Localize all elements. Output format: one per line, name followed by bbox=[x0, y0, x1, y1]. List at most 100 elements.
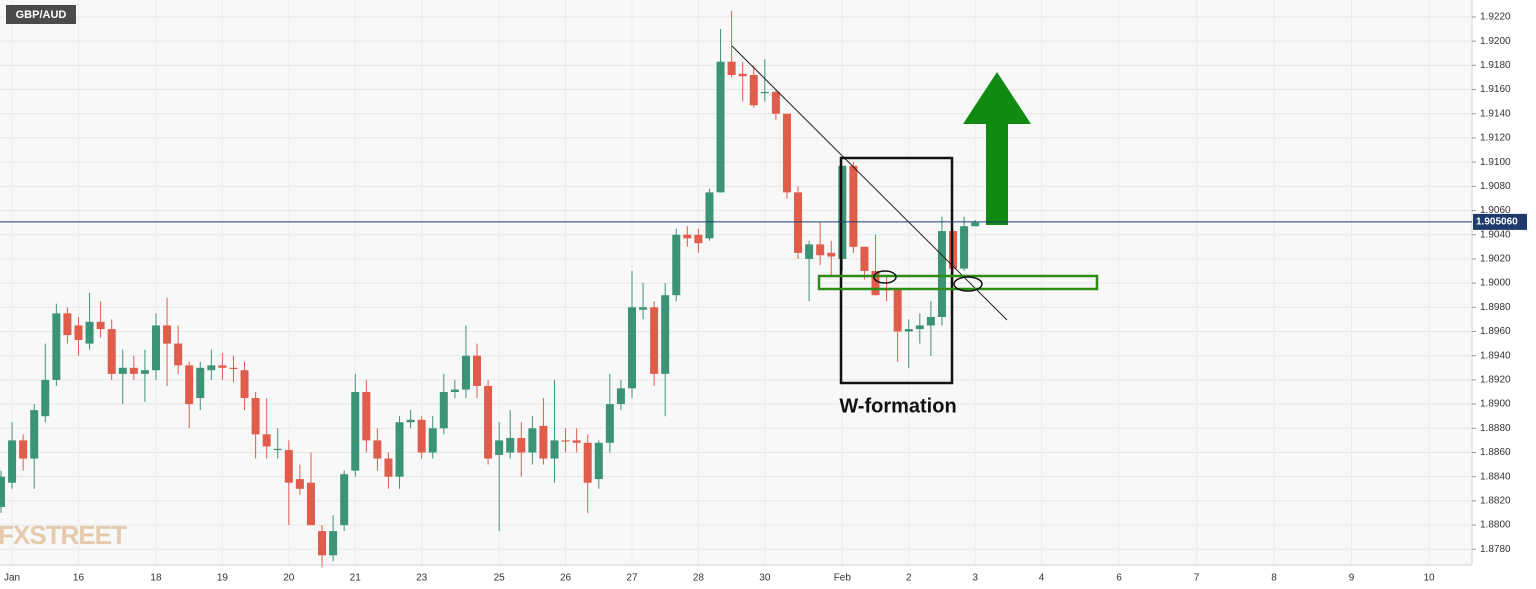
candle-body bbox=[528, 428, 537, 453]
candle-body bbox=[782, 113, 791, 193]
candle-body bbox=[151, 325, 160, 371]
candle-body bbox=[572, 440, 581, 443]
y-tick-label: 1.8880 bbox=[1480, 423, 1511, 434]
ellipse-marker bbox=[873, 270, 897, 284]
candle-body bbox=[207, 365, 216, 371]
x-tick-label: 4 bbox=[1039, 573, 1045, 584]
candle-body bbox=[284, 450, 293, 483]
candle-body bbox=[329, 531, 338, 556]
y-tick-label: 1.8820 bbox=[1480, 496, 1511, 507]
x-tick-label: 28 bbox=[693, 573, 705, 584]
candle-body bbox=[140, 370, 149, 374]
candle-body bbox=[827, 252, 836, 257]
w-box bbox=[839, 156, 954, 385]
candle-body bbox=[240, 370, 249, 399]
candle-body bbox=[816, 244, 825, 256]
candle-body bbox=[251, 398, 260, 435]
y-tick-label: 1.9160 bbox=[1480, 84, 1511, 95]
candle-body bbox=[484, 385, 493, 459]
y-tick-label: 1.8920 bbox=[1480, 375, 1511, 386]
candle-body bbox=[306, 482, 315, 526]
y-tick-label: 1.8800 bbox=[1480, 520, 1511, 531]
candle-body bbox=[639, 307, 648, 310]
candle-body bbox=[904, 329, 913, 332]
candle-body bbox=[517, 437, 526, 453]
candle-body bbox=[805, 244, 814, 259]
x-tick-label: 3 bbox=[972, 573, 978, 584]
candle-body bbox=[937, 231, 946, 317]
candle-body bbox=[506, 437, 515, 453]
candle-body bbox=[52, 313, 61, 380]
x-tick-label: 20 bbox=[283, 573, 295, 584]
ellipse-marker bbox=[953, 276, 983, 292]
candle-body bbox=[373, 440, 382, 459]
y-tick-label: 1.9040 bbox=[1480, 229, 1511, 240]
y-tick-label: 1.9020 bbox=[1480, 254, 1511, 265]
candle-body bbox=[41, 379, 50, 417]
candle-body bbox=[8, 440, 17, 483]
x-tick-label: 19 bbox=[217, 573, 229, 584]
candle-body bbox=[616, 388, 625, 405]
axis-background bbox=[1472, 0, 1536, 589]
candle-body bbox=[550, 440, 559, 459]
y-tick-label: 1.8840 bbox=[1480, 471, 1511, 482]
candle-body bbox=[539, 425, 548, 459]
candle-body bbox=[262, 434, 271, 447]
candle-body bbox=[362, 391, 371, 441]
candles bbox=[0, 10, 980, 568]
y-tick-label: 1.9200 bbox=[1480, 36, 1511, 47]
candle-body bbox=[384, 458, 393, 477]
x-tick-label: 25 bbox=[494, 573, 506, 584]
candle-body bbox=[672, 234, 681, 296]
candle-body bbox=[583, 442, 592, 483]
x-tick-label: 7 bbox=[1194, 573, 1200, 584]
x-tick-label: 6 bbox=[1116, 573, 1122, 584]
candle-body bbox=[417, 419, 426, 453]
trend-line bbox=[731, 45, 1008, 321]
drawings bbox=[731, 45, 1099, 385]
watermark: FXSTREET bbox=[0, 520, 127, 550]
candle-body bbox=[174, 343, 183, 366]
candle-body bbox=[96, 321, 105, 330]
candle-body bbox=[495, 440, 504, 455]
candle-body bbox=[118, 367, 127, 374]
price-label: 1.905060 bbox=[1476, 217, 1518, 228]
x-tick-label: 23 bbox=[416, 573, 428, 584]
candle-body bbox=[461, 355, 470, 390]
y-tick-label: 1.9000 bbox=[1480, 278, 1511, 289]
candle-body bbox=[694, 234, 703, 244]
y-tick-label: 1.8940 bbox=[1480, 350, 1511, 361]
plot-background bbox=[0, 0, 1472, 565]
candle-body bbox=[926, 316, 935, 326]
candle-body bbox=[428, 428, 437, 453]
candle-body bbox=[450, 389, 459, 392]
candle-body bbox=[627, 307, 636, 389]
y-tick-label: 1.8900 bbox=[1480, 399, 1511, 410]
candle-body bbox=[893, 289, 902, 332]
x-tick-label: 8 bbox=[1271, 573, 1277, 584]
candle-body bbox=[683, 234, 692, 239]
y-tick-label: 1.9060 bbox=[1480, 205, 1511, 216]
y-tick-label: 1.9220 bbox=[1480, 12, 1511, 23]
grid bbox=[0, 0, 1472, 565]
title-box bbox=[6, 5, 76, 24]
y-tick-label: 1.8860 bbox=[1480, 447, 1511, 458]
candle-body bbox=[727, 61, 736, 76]
candle-body bbox=[661, 295, 670, 374]
x-tick-label: 2 bbox=[906, 573, 912, 584]
candle-body bbox=[860, 246, 869, 272]
candle-body bbox=[30, 410, 39, 459]
candle-body bbox=[107, 329, 116, 374]
candle-body bbox=[561, 440, 570, 442]
y-tick-label: 1.8980 bbox=[1480, 302, 1511, 313]
price-label-box bbox=[1473, 213, 1527, 230]
candle-body bbox=[838, 165, 847, 259]
x-tick-label: 18 bbox=[150, 573, 162, 584]
candle-body bbox=[473, 355, 482, 386]
candle-body bbox=[650, 307, 659, 374]
x-tick-label: Feb bbox=[834, 573, 852, 584]
candle-body bbox=[395, 422, 404, 477]
candle-body bbox=[185, 365, 194, 405]
candle-body bbox=[738, 73, 747, 77]
